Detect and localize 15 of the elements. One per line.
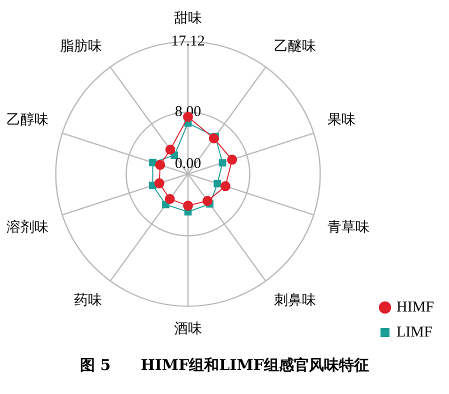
spoke-label: 乙醇味 xyxy=(6,112,48,128)
spoke-label: 果味 xyxy=(328,112,356,128)
spoke-label: 甜味 xyxy=(174,10,202,27)
spoke-label: 青草味 xyxy=(328,219,370,236)
legend-label: HIMF xyxy=(396,299,434,316)
y-tick-label: 0.00 xyxy=(174,156,202,172)
legend-label: LIMF xyxy=(396,324,432,340)
spoke-label: 溶剂味 xyxy=(6,219,48,236)
y-tick-label: 17.12 xyxy=(171,34,205,50)
spoke-label: 刺鼻味 xyxy=(274,292,316,309)
spoke-label: 药味 xyxy=(74,292,102,309)
spoke-label: 乙醚味 xyxy=(274,38,316,55)
spoke-label: 酒味 xyxy=(174,320,202,337)
spoke-label: 脂肪味 xyxy=(60,38,102,55)
caption: 图 5 HIMF组和LIMF组感官风味特征 xyxy=(79,356,370,375)
